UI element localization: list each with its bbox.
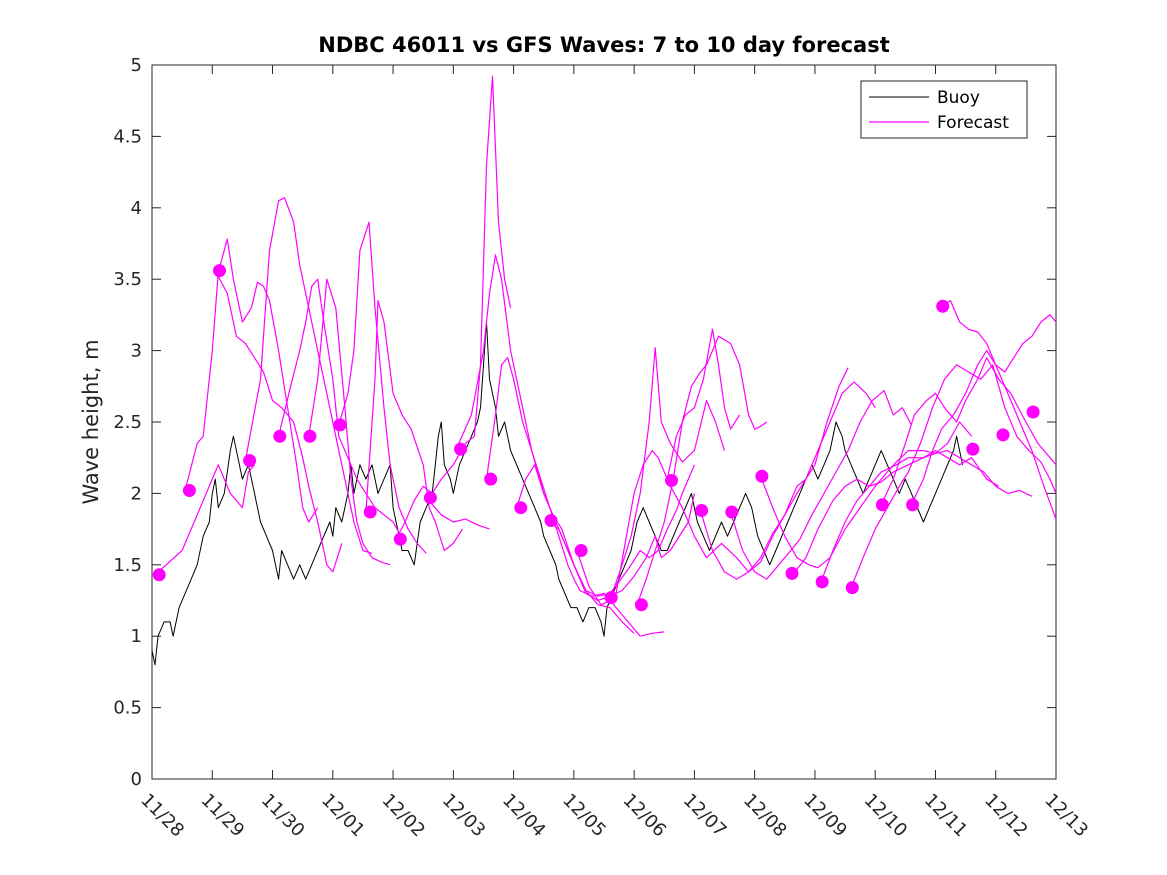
forecast-marker-25 bbox=[875, 498, 889, 512]
forecast-marker-21 bbox=[755, 469, 769, 483]
forecast-marker-15 bbox=[574, 544, 588, 557]
legend-buoy-label: Buoy bbox=[937, 88, 980, 108]
forecast-line-9 bbox=[395, 75, 512, 540]
forecast-line-4 bbox=[244, 197, 373, 554]
forecast-marker-12 bbox=[484, 472, 498, 486]
y-tick-label: 3.5 bbox=[113, 269, 142, 290]
forecast-line-19 bbox=[699, 381, 876, 580]
forecast-marker-layer bbox=[152, 264, 1040, 612]
forecast-marker-27 bbox=[936, 299, 950, 313]
forecast-marker-3 bbox=[213, 264, 226, 278]
forecast-marker-30 bbox=[1026, 405, 1040, 419]
forecast-marker-6 bbox=[303, 429, 317, 443]
forecast-marker-1 bbox=[152, 568, 166, 582]
forecast-line-17 bbox=[636, 335, 768, 606]
forecast-marker-16 bbox=[604, 591, 618, 605]
forecast-line-16 bbox=[606, 328, 741, 599]
buoy-line bbox=[151, 321, 964, 666]
forecast-marker-17 bbox=[634, 598, 648, 612]
forecast-line-14 bbox=[546, 464, 695, 597]
forecast-marker-29 bbox=[996, 428, 1010, 442]
y-tick-label: 2.5 bbox=[113, 412, 142, 433]
y-tick-label: 4.5 bbox=[113, 126, 142, 147]
forecast-line-22 bbox=[793, 450, 1000, 574]
forecast-marker-23 bbox=[815, 575, 829, 589]
plot-area bbox=[151, 64, 1057, 780]
forecast-series-layer bbox=[154, 75, 1057, 637]
forecast-marker-2 bbox=[182, 484, 196, 497]
buoy-series-layer bbox=[151, 321, 964, 666]
forecast-line-8 bbox=[365, 300, 463, 552]
y-tick-label: 1 bbox=[131, 626, 142, 647]
forecast-line-5 bbox=[278, 278, 406, 544]
y-tick-label: 0.5 bbox=[113, 698, 142, 719]
y-tick-label: 4 bbox=[131, 198, 142, 219]
forecast-line-2 bbox=[184, 238, 319, 523]
forecast-marker-11 bbox=[454, 442, 468, 456]
y-tick-label: 3 bbox=[131, 341, 142, 362]
forecast-line-11 bbox=[455, 254, 635, 634]
forecast-marker-18 bbox=[665, 474, 678, 487]
forecast-marker-10 bbox=[423, 491, 437, 505]
forecast-marker-9 bbox=[393, 532, 407, 546]
y-tick-label: 1.5 bbox=[113, 555, 142, 576]
forecast-marker-4 bbox=[243, 454, 257, 468]
y-axis-label: Wave height, m bbox=[79, 339, 103, 504]
forecast-marker-5 bbox=[273, 429, 287, 443]
forecast-line-23 bbox=[820, 450, 1033, 583]
axis-ticks bbox=[151, 64, 1057, 780]
forecast-marker-20 bbox=[725, 505, 739, 519]
legend: Buoy Forecast bbox=[860, 80, 1028, 139]
forecast-marker-28 bbox=[966, 442, 980, 456]
y-tick-label: 5 bbox=[131, 55, 142, 76]
y-tick-label: 0 bbox=[131, 769, 142, 790]
forecast-marker-19 bbox=[695, 504, 709, 517]
forecast-line-15 bbox=[576, 347, 726, 606]
forecast-marker-7 bbox=[333, 418, 347, 432]
forecast-marker-8 bbox=[363, 505, 377, 519]
legend-box bbox=[860, 80, 1028, 139]
forecast-line-3 bbox=[214, 270, 343, 573]
forecast-marker-26 bbox=[906, 498, 920, 512]
forecast-line-6 bbox=[308, 278, 391, 566]
legend-forecast-label: Forecast bbox=[937, 113, 1009, 133]
forecast-line-1 bbox=[154, 464, 255, 576]
forecast-marker-22 bbox=[785, 566, 799, 580]
forecast-marker-13 bbox=[514, 501, 528, 515]
forecast-marker-24 bbox=[845, 581, 859, 595]
forecast-line-26 bbox=[910, 350, 1057, 520]
forecast-line-20 bbox=[730, 390, 912, 580]
chart-title: NDBC 46011 vs GFS Waves: 7 to 10 day for… bbox=[318, 33, 889, 57]
forecast-line-12 bbox=[485, 357, 665, 637]
forecast-line-7 bbox=[338, 221, 427, 554]
forecast-marker-14 bbox=[544, 514, 558, 527]
y-tick-label: 2 bbox=[131, 483, 142, 504]
forecast-line-10 bbox=[425, 497, 490, 530]
forecast-line-27 bbox=[941, 300, 1057, 373]
forecast-line-25 bbox=[880, 357, 1057, 506]
